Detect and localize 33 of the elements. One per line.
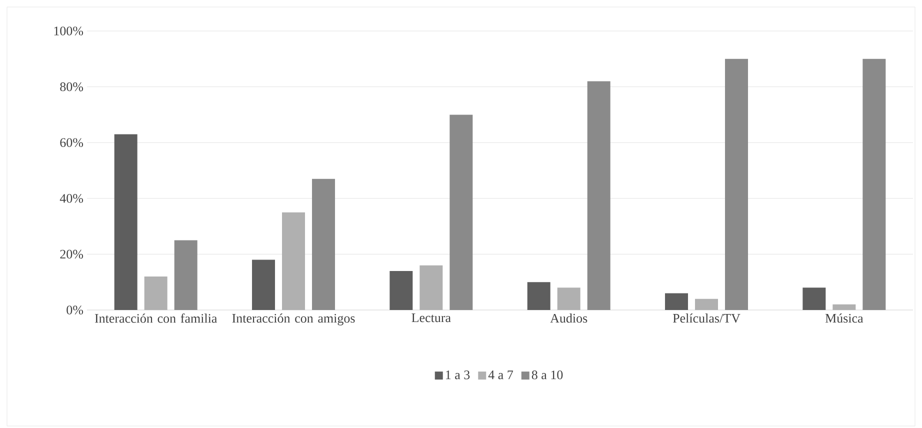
x-tick-label: Audios (550, 314, 588, 323)
bar (420, 265, 443, 310)
bar (144, 276, 168, 310)
bar (695, 298, 718, 310)
bar (802, 288, 826, 310)
y-tick-label: 0% (66, 306, 84, 314)
y-tick-label: 100% (54, 26, 84, 36)
bar (725, 58, 748, 310)
bar (862, 58, 886, 310)
bar (174, 240, 198, 310)
bar (665, 293, 688, 310)
x-tick-label: Música (825, 314, 864, 323)
legend-label: 4 a 7 (488, 370, 514, 380)
bar (390, 270, 413, 310)
y-tick-label: 20% (60, 250, 84, 259)
y-tick-label: 40% (60, 194, 84, 203)
x-tick-label: Interacción con familia (94, 314, 218, 323)
x-tick-label: Interacción con amigos (232, 314, 355, 326)
y-tick-label: 60% (60, 138, 84, 148)
x-tick-label: Películas/TV (672, 314, 740, 323)
bar (114, 134, 138, 310)
bar (557, 288, 580, 310)
bar (450, 114, 473, 310)
x-tick-label: Lectura (412, 314, 451, 322)
bar (587, 81, 610, 310)
legend-label: 1 a 3 (446, 370, 470, 380)
legend-label: 8 a 10 (532, 370, 563, 380)
bar (252, 260, 275, 310)
bar (527, 282, 550, 310)
bar (312, 178, 335, 310)
bar (282, 212, 305, 310)
y-tick-label: 80% (60, 82, 84, 92)
bar (832, 304, 856, 310)
